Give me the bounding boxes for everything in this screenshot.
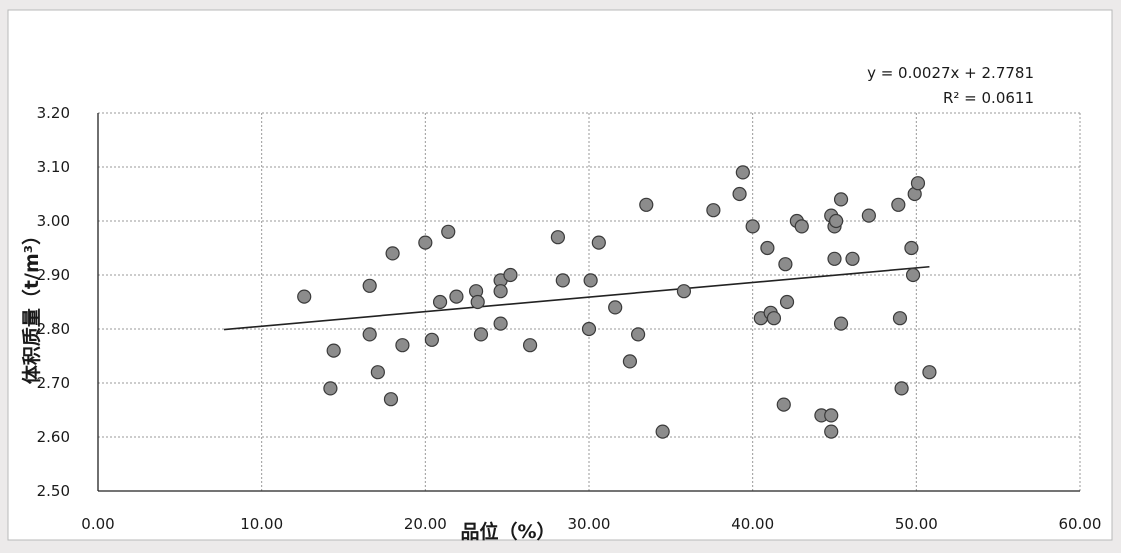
data-point — [824, 424, 839, 439]
data-point — [493, 284, 508, 299]
y-tick-label: 2.80 — [37, 320, 70, 338]
data-point — [418, 235, 433, 250]
data-point — [383, 392, 399, 407]
data-point — [522, 338, 538, 353]
data-point — [424, 332, 439, 347]
data-point — [891, 197, 906, 212]
data-point — [766, 311, 782, 326]
data-point — [894, 381, 909, 396]
data-point — [441, 224, 456, 239]
data-point — [583, 273, 598, 288]
axes — [97, 113, 1080, 492]
trendline-equation: y = 0.0027x + 2.7781 — [867, 64, 1034, 82]
data-point — [362, 327, 377, 342]
data-point — [622, 354, 638, 369]
y-tick-label: 3.10 — [37, 158, 70, 176]
y-tick-label: 2.60 — [37, 428, 70, 446]
data-point — [794, 219, 809, 234]
data-point — [778, 257, 793, 272]
data-point — [581, 321, 597, 337]
y-axis-title: 体积质量（t/m³） — [20, 226, 43, 384]
data-point — [676, 284, 692, 299]
x-tick-label: 20.00 — [404, 515, 447, 533]
x-tick-label: 40.00 — [731, 515, 774, 533]
data-point — [655, 424, 670, 439]
y-tick-label: 2.70 — [37, 374, 70, 392]
x-tick-label: 60.00 — [1059, 515, 1102, 533]
data-point — [432, 294, 448, 310]
data-point — [591, 235, 606, 250]
data-point — [326, 343, 341, 358]
x-axis-title: 品位（%） — [460, 520, 555, 543]
data-point — [776, 397, 791, 412]
data-point — [470, 294, 485, 310]
data-point — [503, 267, 518, 283]
data-point — [493, 316, 508, 331]
data-point — [630, 327, 646, 342]
y-tick-label: 2.50 — [37, 482, 70, 500]
data-point — [904, 240, 919, 256]
data-point — [922, 365, 937, 380]
data-point — [910, 176, 926, 191]
gridlines — [98, 112, 1081, 491]
trendline — [223, 265, 930, 331]
data-point — [385, 246, 400, 261]
data-point — [323, 381, 338, 396]
data-point — [732, 186, 747, 202]
data-point — [861, 208, 876, 223]
data-point — [395, 338, 410, 353]
x-tick-label: 50.00 — [895, 515, 938, 533]
data-point — [362, 278, 377, 293]
data-point — [760, 240, 775, 256]
x-tick-label: 30.00 — [568, 515, 611, 533]
data-point — [833, 192, 849, 207]
trendline-r-squared: R² = 0.0611 — [943, 89, 1034, 107]
data-points — [297, 165, 937, 439]
y-tick-label: 2.90 — [37, 266, 70, 284]
data-point — [824, 408, 839, 423]
data-point — [829, 213, 844, 229]
data-point — [297, 289, 312, 304]
x-tick-label: 10.00 — [240, 515, 283, 533]
data-point — [845, 251, 860, 266]
data-point — [779, 294, 795, 310]
data-point — [550, 230, 566, 245]
y-tick-labels: 2.50 2.60 2.70 2.80 2.90 3.00 3.10 3.20 — [37, 104, 70, 500]
data-point — [608, 300, 623, 315]
data-point — [745, 219, 760, 234]
data-point — [473, 327, 489, 342]
x-tick-label: 0.00 — [81, 515, 114, 533]
data-point — [706, 203, 721, 218]
y-tick-label: 3.00 — [37, 212, 70, 230]
data-point — [833, 316, 849, 331]
data-point — [905, 267, 921, 283]
data-point — [449, 289, 464, 304]
data-point — [555, 273, 570, 288]
data-point — [892, 311, 908, 326]
data-point — [735, 165, 750, 180]
x-tick-labels: 0.00 10.00 20.00 30.00 40.00 50.00 60.00 — [81, 515, 1101, 533]
data-point — [639, 197, 654, 212]
data-point — [370, 365, 385, 380]
data-point — [827, 251, 842, 266]
y-tick-label: 3.20 — [37, 104, 70, 122]
